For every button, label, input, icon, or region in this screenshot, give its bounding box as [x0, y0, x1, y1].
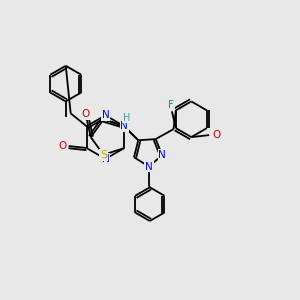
Text: N: N [101, 154, 109, 164]
Text: O: O [82, 109, 90, 119]
Text: O: O [58, 141, 67, 151]
Text: N: N [120, 121, 128, 131]
Text: N: N [158, 150, 166, 160]
Text: N: N [101, 110, 109, 120]
Text: H: H [123, 112, 130, 122]
Text: S: S [100, 150, 107, 160]
Text: F: F [168, 100, 174, 110]
Text: N: N [145, 161, 153, 172]
Text: O: O [212, 130, 220, 140]
